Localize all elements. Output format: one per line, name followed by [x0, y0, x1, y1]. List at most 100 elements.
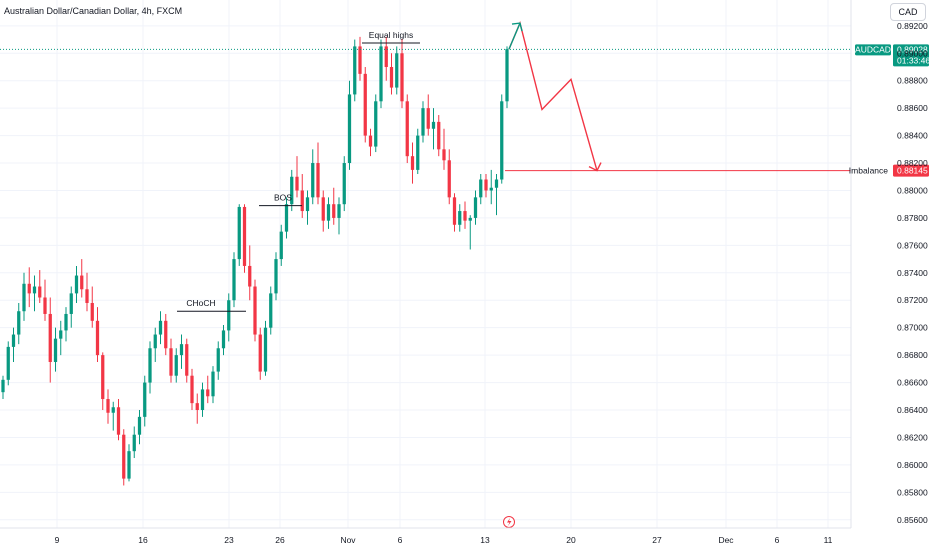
- candle: [479, 174, 483, 205]
- candle-body: [389, 66, 394, 88]
- candle-body: [410, 156, 415, 170]
- candle: [137, 410, 142, 445]
- projection-tip: [508, 22, 521, 50]
- candle-body: [326, 204, 331, 221]
- candle-body: [111, 407, 115, 413]
- candle-body: [494, 179, 499, 188]
- candle: [38, 270, 42, 303]
- candle: [64, 307, 68, 342]
- candle-body: [101, 355, 105, 400]
- y-tick-label: 0.89000: [897, 48, 928, 58]
- candle-body: [347, 94, 352, 164]
- x-tick-label: 27: [652, 535, 662, 545]
- candle-body: [253, 286, 257, 335]
- candle: [337, 197, 341, 235]
- candle: [53, 327, 58, 372]
- x-tick-label: 26: [275, 535, 285, 545]
- candle-body: [22, 283, 26, 312]
- candle-body: [284, 204, 289, 232]
- candle: [410, 142, 415, 184]
- candle-body: [321, 197, 325, 221]
- candle-body: [85, 289, 89, 303]
- projection-arrowhead-down: [588, 162, 602, 172]
- candle-body: [32, 286, 37, 294]
- candle-body: [190, 375, 194, 404]
- candle-body: [38, 286, 42, 298]
- candle-body: [158, 320, 163, 335]
- candle: [232, 252, 236, 308]
- candle: [153, 327, 157, 362]
- candle: [206, 375, 210, 404]
- candle: [1, 375, 5, 400]
- candle-body: [48, 313, 52, 362]
- candle: [263, 320, 268, 376]
- candle-body: [290, 176, 294, 205]
- candle-body: [64, 313, 68, 331]
- candle-body: [405, 101, 409, 157]
- candle: [416, 128, 420, 175]
- candle: [500, 94, 504, 184]
- currency-button[interactable]: CAD: [890, 3, 926, 21]
- candle: [421, 101, 425, 143]
- candle-body: [90, 302, 94, 321]
- y-tick-label: 0.88800: [897, 76, 928, 86]
- candle-body: [95, 320, 100, 356]
- candle: [295, 156, 299, 198]
- y-tick-label: 0.87400: [897, 268, 928, 278]
- candle-body: [43, 297, 47, 314]
- candle: [211, 366, 215, 404]
- x-tick-label: 6: [398, 535, 403, 545]
- candle: [248, 245, 252, 301]
- candle-body: [473, 197, 478, 218]
- projection-arrowhead-up: [511, 22, 523, 32]
- y-tick-label: 0.88000: [897, 185, 928, 195]
- candle-body: [463, 211, 467, 221]
- imbalance-tag: Imbalance 0.88145: [849, 164, 929, 177]
- candle-body: [368, 135, 373, 147]
- candle: [311, 149, 315, 205]
- candle-body: [74, 275, 79, 294]
- annotation-equal-highs: Equal highs: [369, 30, 413, 40]
- candle: [395, 46, 399, 95]
- candle: [274, 252, 278, 301]
- candle: [384, 36, 388, 81]
- candle: [216, 341, 220, 380]
- candles-layer: [1, 36, 509, 486]
- y-tick-label: 0.85600: [897, 515, 928, 525]
- candle-body: [295, 176, 299, 191]
- candle: [74, 265, 79, 303]
- candle: [116, 399, 121, 441]
- candle-body: [374, 101, 378, 147]
- candle: [342, 156, 346, 212]
- candle: [158, 311, 163, 345]
- candle-body: [195, 403, 199, 411]
- candle: [458, 204, 462, 232]
- candle: [468, 215, 472, 250]
- x-tick-label: 20: [566, 535, 576, 545]
- candle: [473, 190, 478, 225]
- candle: [179, 334, 184, 369]
- candle-body: [237, 206, 241, 260]
- candle: [258, 327, 262, 380]
- candle-body: [221, 330, 226, 349]
- time-axis: 9 16 23 26 Nov 6 13 20 27 Dec 6 11: [55, 535, 833, 545]
- x-tick-label: Nov: [340, 535, 356, 545]
- candle-body: [59, 330, 63, 339]
- candle: [447, 149, 451, 205]
- candle: [347, 80, 352, 170]
- candle: [127, 444, 131, 482]
- candle: [242, 204, 247, 273]
- symbol-tag-label: AUDCAD: [855, 44, 891, 54]
- candle-body: [80, 275, 84, 290]
- price-axis: 0.89200 0.89000 0.88800 0.88600 0.88400 0.882…: [897, 21, 928, 525]
- candle: [353, 39, 357, 102]
- candle-body: [11, 334, 16, 347]
- candle-body: [431, 121, 436, 129]
- candle: [279, 224, 283, 266]
- x-tick-label: 9: [55, 535, 60, 545]
- candle-body: [27, 283, 31, 294]
- lightning-icon[interactable]: [503, 516, 515, 528]
- candle: [195, 393, 199, 424]
